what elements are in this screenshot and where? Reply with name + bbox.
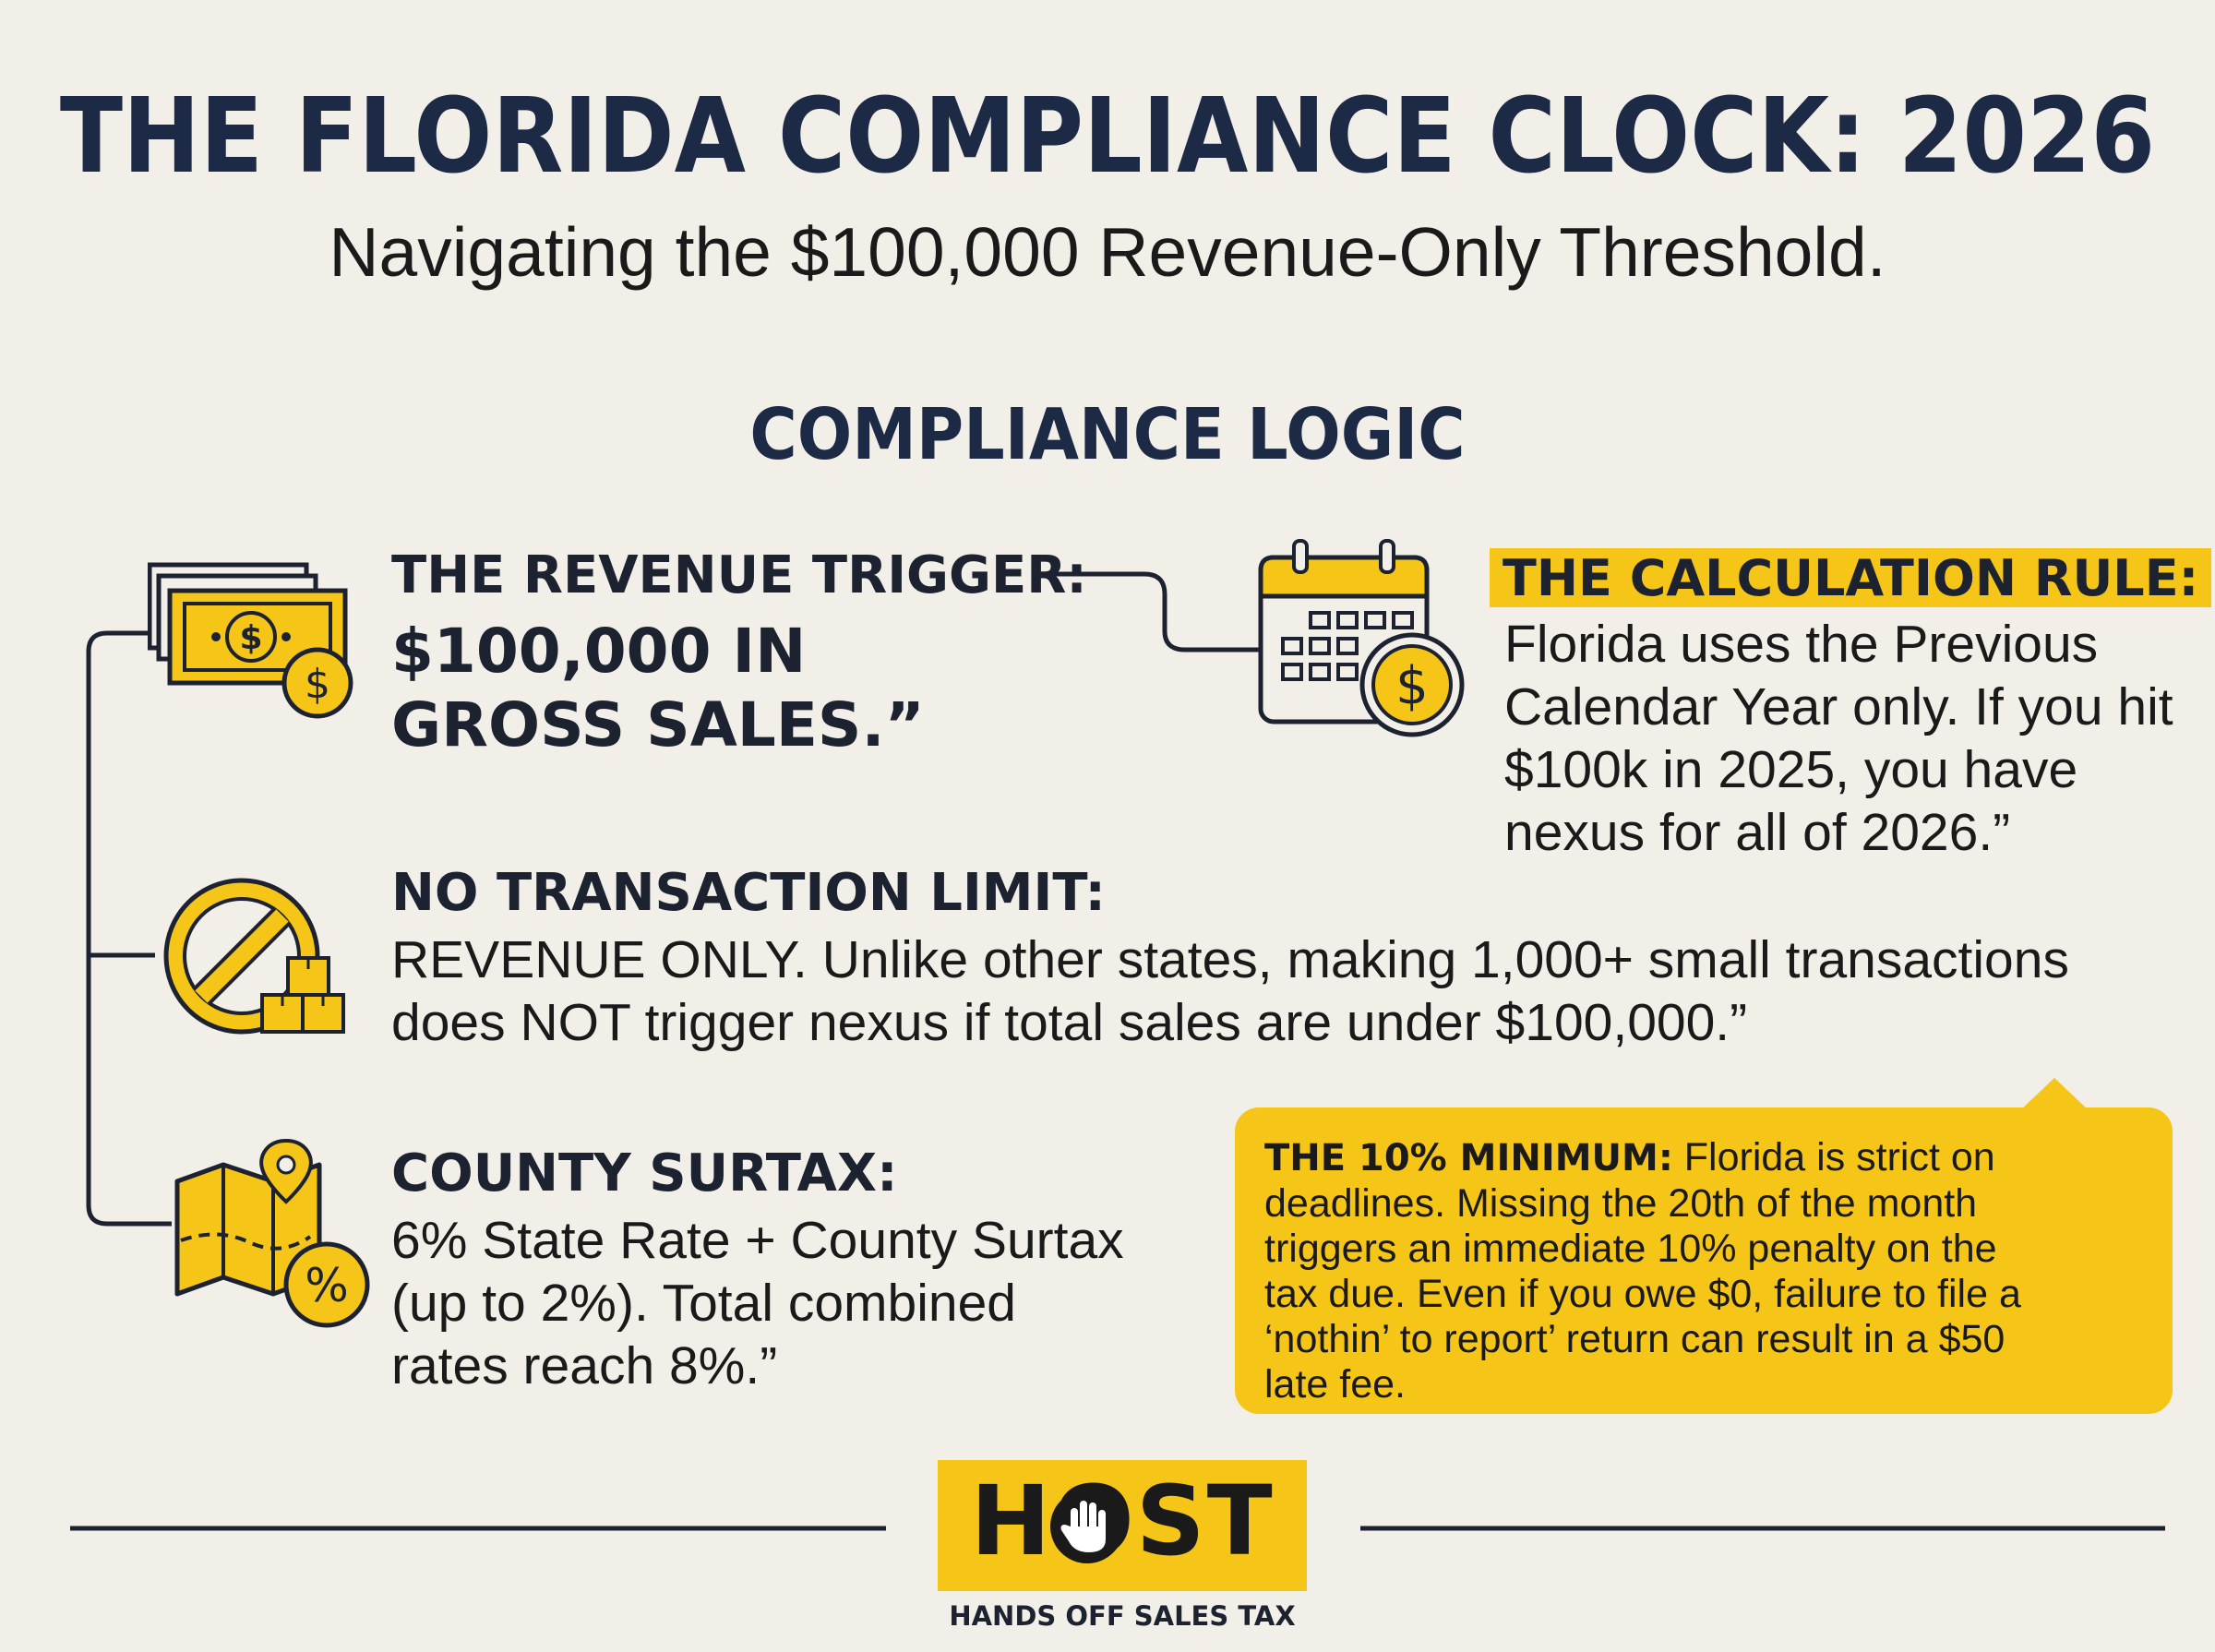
county-surtax-line: (up to 2%). Total combined — [391, 1274, 1016, 1333]
calculation-rule-label: THE CALCULATION RULE: — [1490, 548, 2212, 607]
minimum-penalty-line: late fee. — [1264, 1362, 1406, 1407]
calculation-rule-line: $100k in 2025, you have — [1504, 740, 2078, 799]
revenue-trigger-value: $100,000 IN GROSS SALES.” — [391, 615, 925, 762]
minimum-penalty-line: Florida is strict on — [1683, 1135, 1995, 1179]
page-title: THE FLORIDA COMPLIANCE CLOCK: 2026 — [59, 75, 2156, 197]
minimum-penalty-line: triggers an immediate 10% penalty on the — [1264, 1227, 1997, 1271]
revenue-trigger-value-line: GROSS SALES.” — [391, 689, 925, 760]
revenue-trigger-label: THE REVENUE TRIGGER: — [391, 545, 1087, 605]
no-symbol-boxes-icon — [163, 878, 345, 1035]
transaction-limit-text: REVENUE ONLY. Unlike other states, makin… — [391, 928, 2200, 1054]
transaction-limit-line: does NOT trigger nexus if total sales ar… — [391, 993, 1748, 1052]
calendar-icon: $ — [1258, 539, 1465, 737]
county-surtax-text: 6% State Rate + County Surtax (up to 2%)… — [391, 1209, 1203, 1397]
map-percent-icon: % — [174, 1139, 370, 1328]
calculation-rule-line: Calendar Year only. If you hit — [1504, 677, 2173, 736]
transaction-limit-line: REVENUE ONLY. Unlike other states, makin… — [391, 930, 2069, 989]
minimum-penalty-line: tax due. Even if you owe $0, failure to … — [1264, 1272, 2021, 1316]
minimum-penalty-label: THE 10% MINIMUM: — [1264, 1137, 1673, 1179]
tagline: HANDS OFF SALES TAX — [949, 1600, 1296, 1632]
county-surtax-label: COUNTY SURTAX: — [391, 1143, 898, 1203]
callout-pointer — [2019, 1078, 2089, 1111]
minimum-penalty-first-line: THE 10% MINIMUM: Florida is strict on — [1264, 1135, 2150, 1181]
calculation-rule-line: nexus for all of 2026.” — [1504, 803, 2011, 862]
svg-text:%: % — [305, 1259, 349, 1312]
calculation-rule-text: Florida uses the Previous Calendar Year … — [1504, 613, 2215, 864]
calculation-rule-line: Florida uses the Previous — [1504, 615, 2099, 674]
county-surtax-line: 6% State Rate + County Surtax — [391, 1211, 1124, 1270]
minimum-penalty-text: THE 10% MINIMUM: Florida is strict on de… — [1264, 1135, 2150, 1407]
minimum-penalty-callout: THE 10% MINIMUM: Florida is strict on de… — [1235, 1107, 2173, 1414]
page-subtitle: Navigating the $100,000 Revenue-Only Thr… — [329, 213, 1886, 291]
hand-stop-icon — [1050, 1490, 1124, 1563]
minimum-penalty-line: ‘nothin’ to report’ return can result in… — [1264, 1317, 2005, 1361]
svg-text:$: $ — [239, 619, 262, 657]
svg-text:$: $ — [305, 661, 330, 708]
minimum-penalty-line: deadlines. Missing the 20th of the month — [1264, 1181, 1978, 1226]
money-icon: $ $ — [148, 562, 353, 719]
section-heading: COMPLIANCE LOGIC — [749, 392, 1466, 476]
svg-text:$: $ — [1395, 656, 1429, 716]
transaction-limit-label: NO TRANSACTION LIMIT: — [391, 863, 1106, 923]
revenue-trigger-value-line: $100,000 IN — [391, 616, 807, 687]
county-surtax-line: rates reach 8%.” — [391, 1336, 778, 1395]
